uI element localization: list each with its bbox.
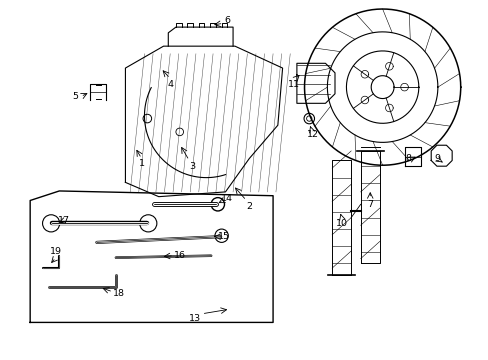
- Text: 18: 18: [113, 289, 124, 298]
- Text: 9: 9: [433, 154, 439, 163]
- Text: 12: 12: [306, 130, 319, 139]
- Text: 19: 19: [50, 247, 62, 256]
- Text: 3: 3: [189, 162, 195, 171]
- Text: 14: 14: [221, 194, 233, 203]
- Text: 13: 13: [188, 314, 201, 323]
- Text: 4: 4: [167, 80, 173, 89]
- Text: 16: 16: [173, 251, 185, 260]
- Text: 1: 1: [138, 159, 144, 168]
- Text: 15: 15: [217, 232, 229, 241]
- Text: 11: 11: [287, 80, 300, 89]
- Text: 17: 17: [58, 216, 69, 225]
- Text: 6: 6: [224, 16, 230, 25]
- Text: 10: 10: [335, 219, 347, 228]
- Text: 7: 7: [366, 200, 372, 209]
- Text: 8: 8: [405, 154, 410, 163]
- Text: 2: 2: [246, 202, 252, 211]
- Text: 5: 5: [72, 92, 78, 101]
